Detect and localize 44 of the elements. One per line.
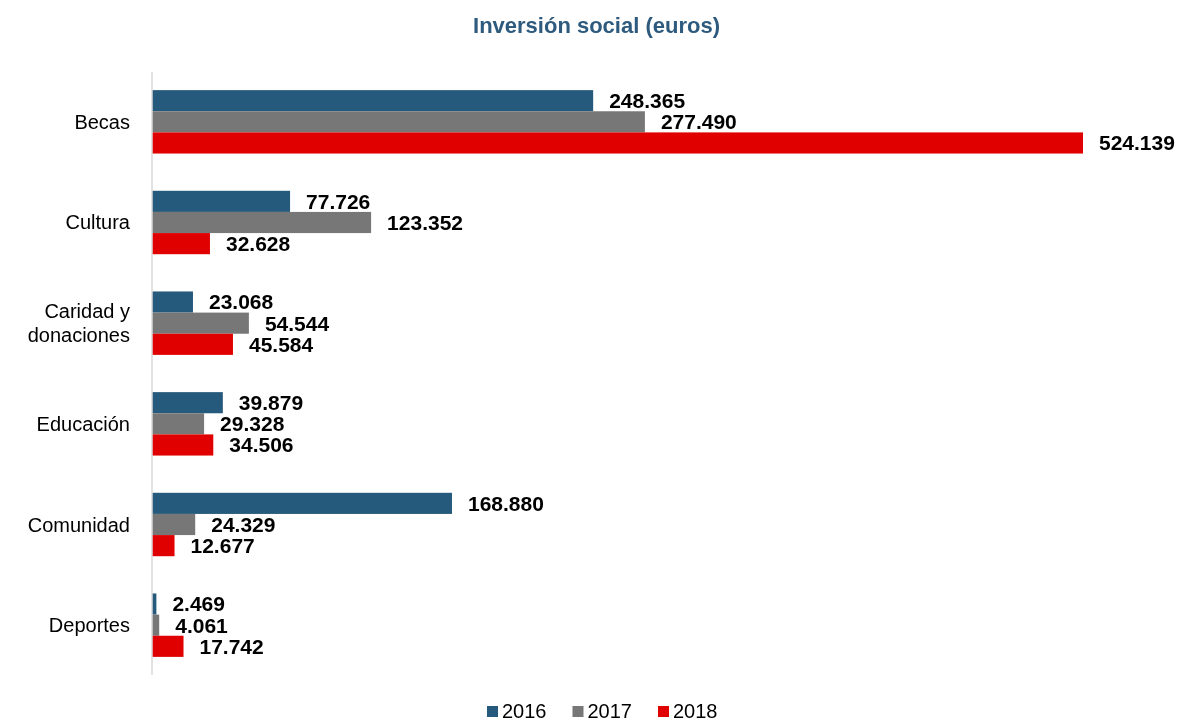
- data-label: 123.352: [387, 210, 464, 234]
- bar: [152, 233, 210, 255]
- data-label: 524.139: [1099, 131, 1175, 155]
- bar: [152, 492, 452, 514]
- data-label: 248.365: [609, 89, 686, 113]
- data-label: 24.329: [211, 512, 276, 536]
- data-label: 17.742: [199, 634, 264, 658]
- data-label: 12.677: [190, 533, 255, 557]
- data-label: 2.469: [172, 592, 225, 616]
- y-tick-label: Cultura: [65, 211, 131, 234]
- bar: [152, 392, 223, 414]
- legend-label: 2017: [587, 700, 632, 722]
- data-label: 32.628: [225, 231, 291, 255]
- data-label: 4.061: [175, 613, 229, 637]
- chart-title: Inversión social (euros): [473, 13, 720, 38]
- bar: [152, 535, 175, 557]
- bar: [152, 111, 645, 133]
- y-tick-label: Comunidad: [27, 513, 130, 536]
- bar: [152, 434, 214, 456]
- data-label: 277.490: [660, 110, 737, 134]
- bar: [152, 190, 291, 212]
- y-tick-label: Deportes: [48, 614, 130, 637]
- bar: [152, 90, 594, 112]
- data-label: 77.726: [306, 189, 371, 213]
- data-label: 45.584: [248, 332, 314, 356]
- bar: [152, 333, 233, 355]
- data-label: 23.068: [208, 290, 274, 314]
- y-tick-label: Caridad y donaciones: [27, 300, 130, 347]
- bar: [152, 291, 193, 313]
- data-label: 168.880: [467, 491, 544, 515]
- bar: [152, 635, 184, 657]
- data-label: 34.506: [229, 433, 294, 457]
- bar: [152, 132, 1083, 154]
- legend-label: 2016: [502, 700, 547, 722]
- legend-label: 2018: [673, 700, 718, 722]
- bar: [152, 211, 372, 234]
- data-label: 29.328: [220, 412, 285, 436]
- bar: [152, 312, 249, 334]
- data-label: 39.879: [238, 391, 304, 415]
- y-tick-label: Becas: [74, 110, 130, 133]
- y-tick-label: Educación: [36, 412, 130, 435]
- bar: [152, 513, 196, 536]
- data-label: 54.544: [264, 311, 330, 335]
- bar: [152, 413, 205, 435]
